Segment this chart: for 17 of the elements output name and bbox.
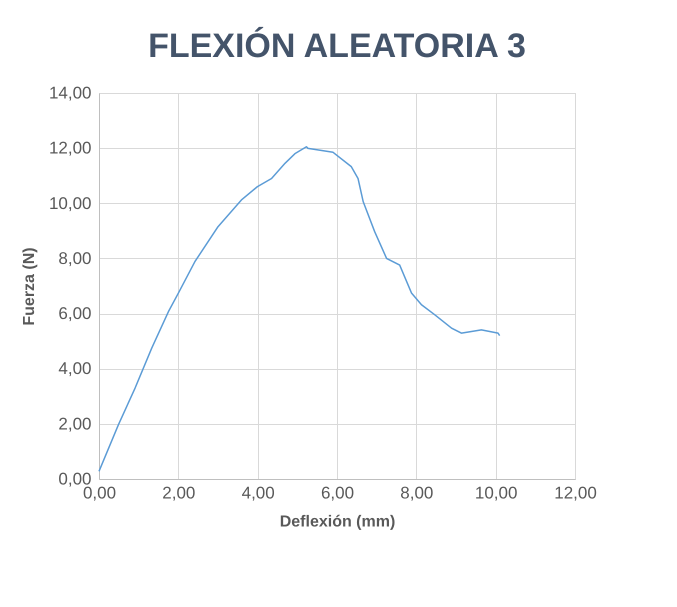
y-tick-label: 12,00 bbox=[48, 138, 92, 158]
y-tick-label: 8,00 bbox=[58, 248, 92, 268]
chart-title: FLEXIÓN ALEATORIA 3 bbox=[148, 26, 526, 65]
x-tick-label: 10,00 bbox=[474, 484, 518, 502]
y-axis-title: Fuerza (N) bbox=[20, 247, 38, 326]
y-tick-label: 2,00 bbox=[58, 414, 92, 434]
x-tick-label: 8,00 bbox=[400, 484, 434, 502]
x-tick-label: 2,00 bbox=[162, 484, 196, 502]
y-tick-label: 14,00 bbox=[48, 84, 92, 102]
y-tick-label: 6,00 bbox=[58, 304, 92, 324]
x-axis-title: Deflexión (mm) bbox=[280, 514, 396, 530]
y-tick-label: 10,00 bbox=[48, 194, 92, 213]
x-tick-label: 4,00 bbox=[242, 484, 275, 502]
y-tick-label: 4,00 bbox=[58, 359, 92, 378]
x-tick-label: 12,00 bbox=[554, 484, 597, 502]
line-series bbox=[98, 146, 500, 472]
x-tick-label: 6,00 bbox=[320, 484, 354, 502]
